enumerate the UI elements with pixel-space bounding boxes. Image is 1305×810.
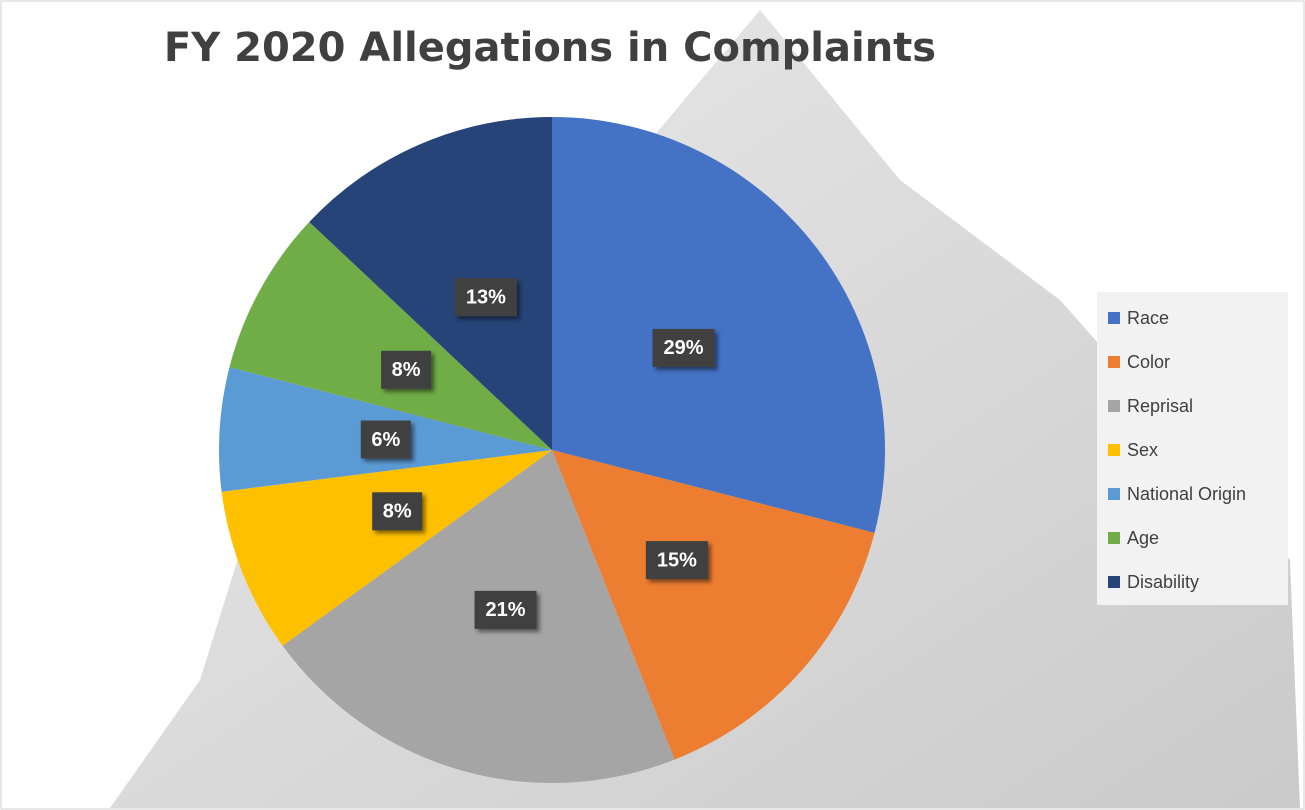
legend-swatch — [1108, 444, 1120, 456]
pie-slice — [229, 222, 553, 450]
data-label-box — [474, 590, 537, 629]
data-label-box — [381, 350, 432, 389]
pie-slice — [552, 450, 875, 760]
data-label: 21% — [486, 599, 526, 621]
data-label-box — [372, 492, 423, 531]
pie-slice — [309, 117, 552, 450]
legend-label: Age — [1127, 528, 1159, 548]
legend-swatch — [1108, 356, 1120, 368]
legend-box — [1097, 292, 1288, 605]
legend-swatch — [1108, 488, 1120, 500]
data-label: 29% — [664, 337, 704, 359]
data-label: 15% — [657, 549, 697, 571]
legend-label: Disability — [1127, 572, 1199, 592]
legend-label: Race — [1127, 308, 1169, 328]
legend-swatch — [1108, 400, 1120, 412]
data-label: 8% — [383, 501, 412, 523]
legend-label: Color — [1127, 352, 1170, 372]
data-label-box — [645, 541, 708, 580]
legend-label: Reprisal — [1127, 396, 1193, 416]
data-label: 8% — [392, 359, 421, 381]
data-label: 6% — [371, 429, 400, 451]
pie-slice — [221, 450, 553, 646]
chart-title: FY 2020 Allegations in Complaints — [164, 25, 936, 71]
legend-swatch — [1108, 312, 1120, 324]
legend-label: Sex — [1127, 440, 1158, 460]
pie-slice — [552, 117, 885, 533]
data-label: 13% — [466, 286, 506, 308]
data-label-box — [454, 278, 517, 317]
legend-label: National Origin — [1127, 484, 1246, 504]
data-label-box — [652, 328, 715, 367]
data-label-box — [360, 420, 411, 459]
legend-swatch — [1108, 576, 1120, 588]
legend-swatch — [1108, 532, 1120, 544]
